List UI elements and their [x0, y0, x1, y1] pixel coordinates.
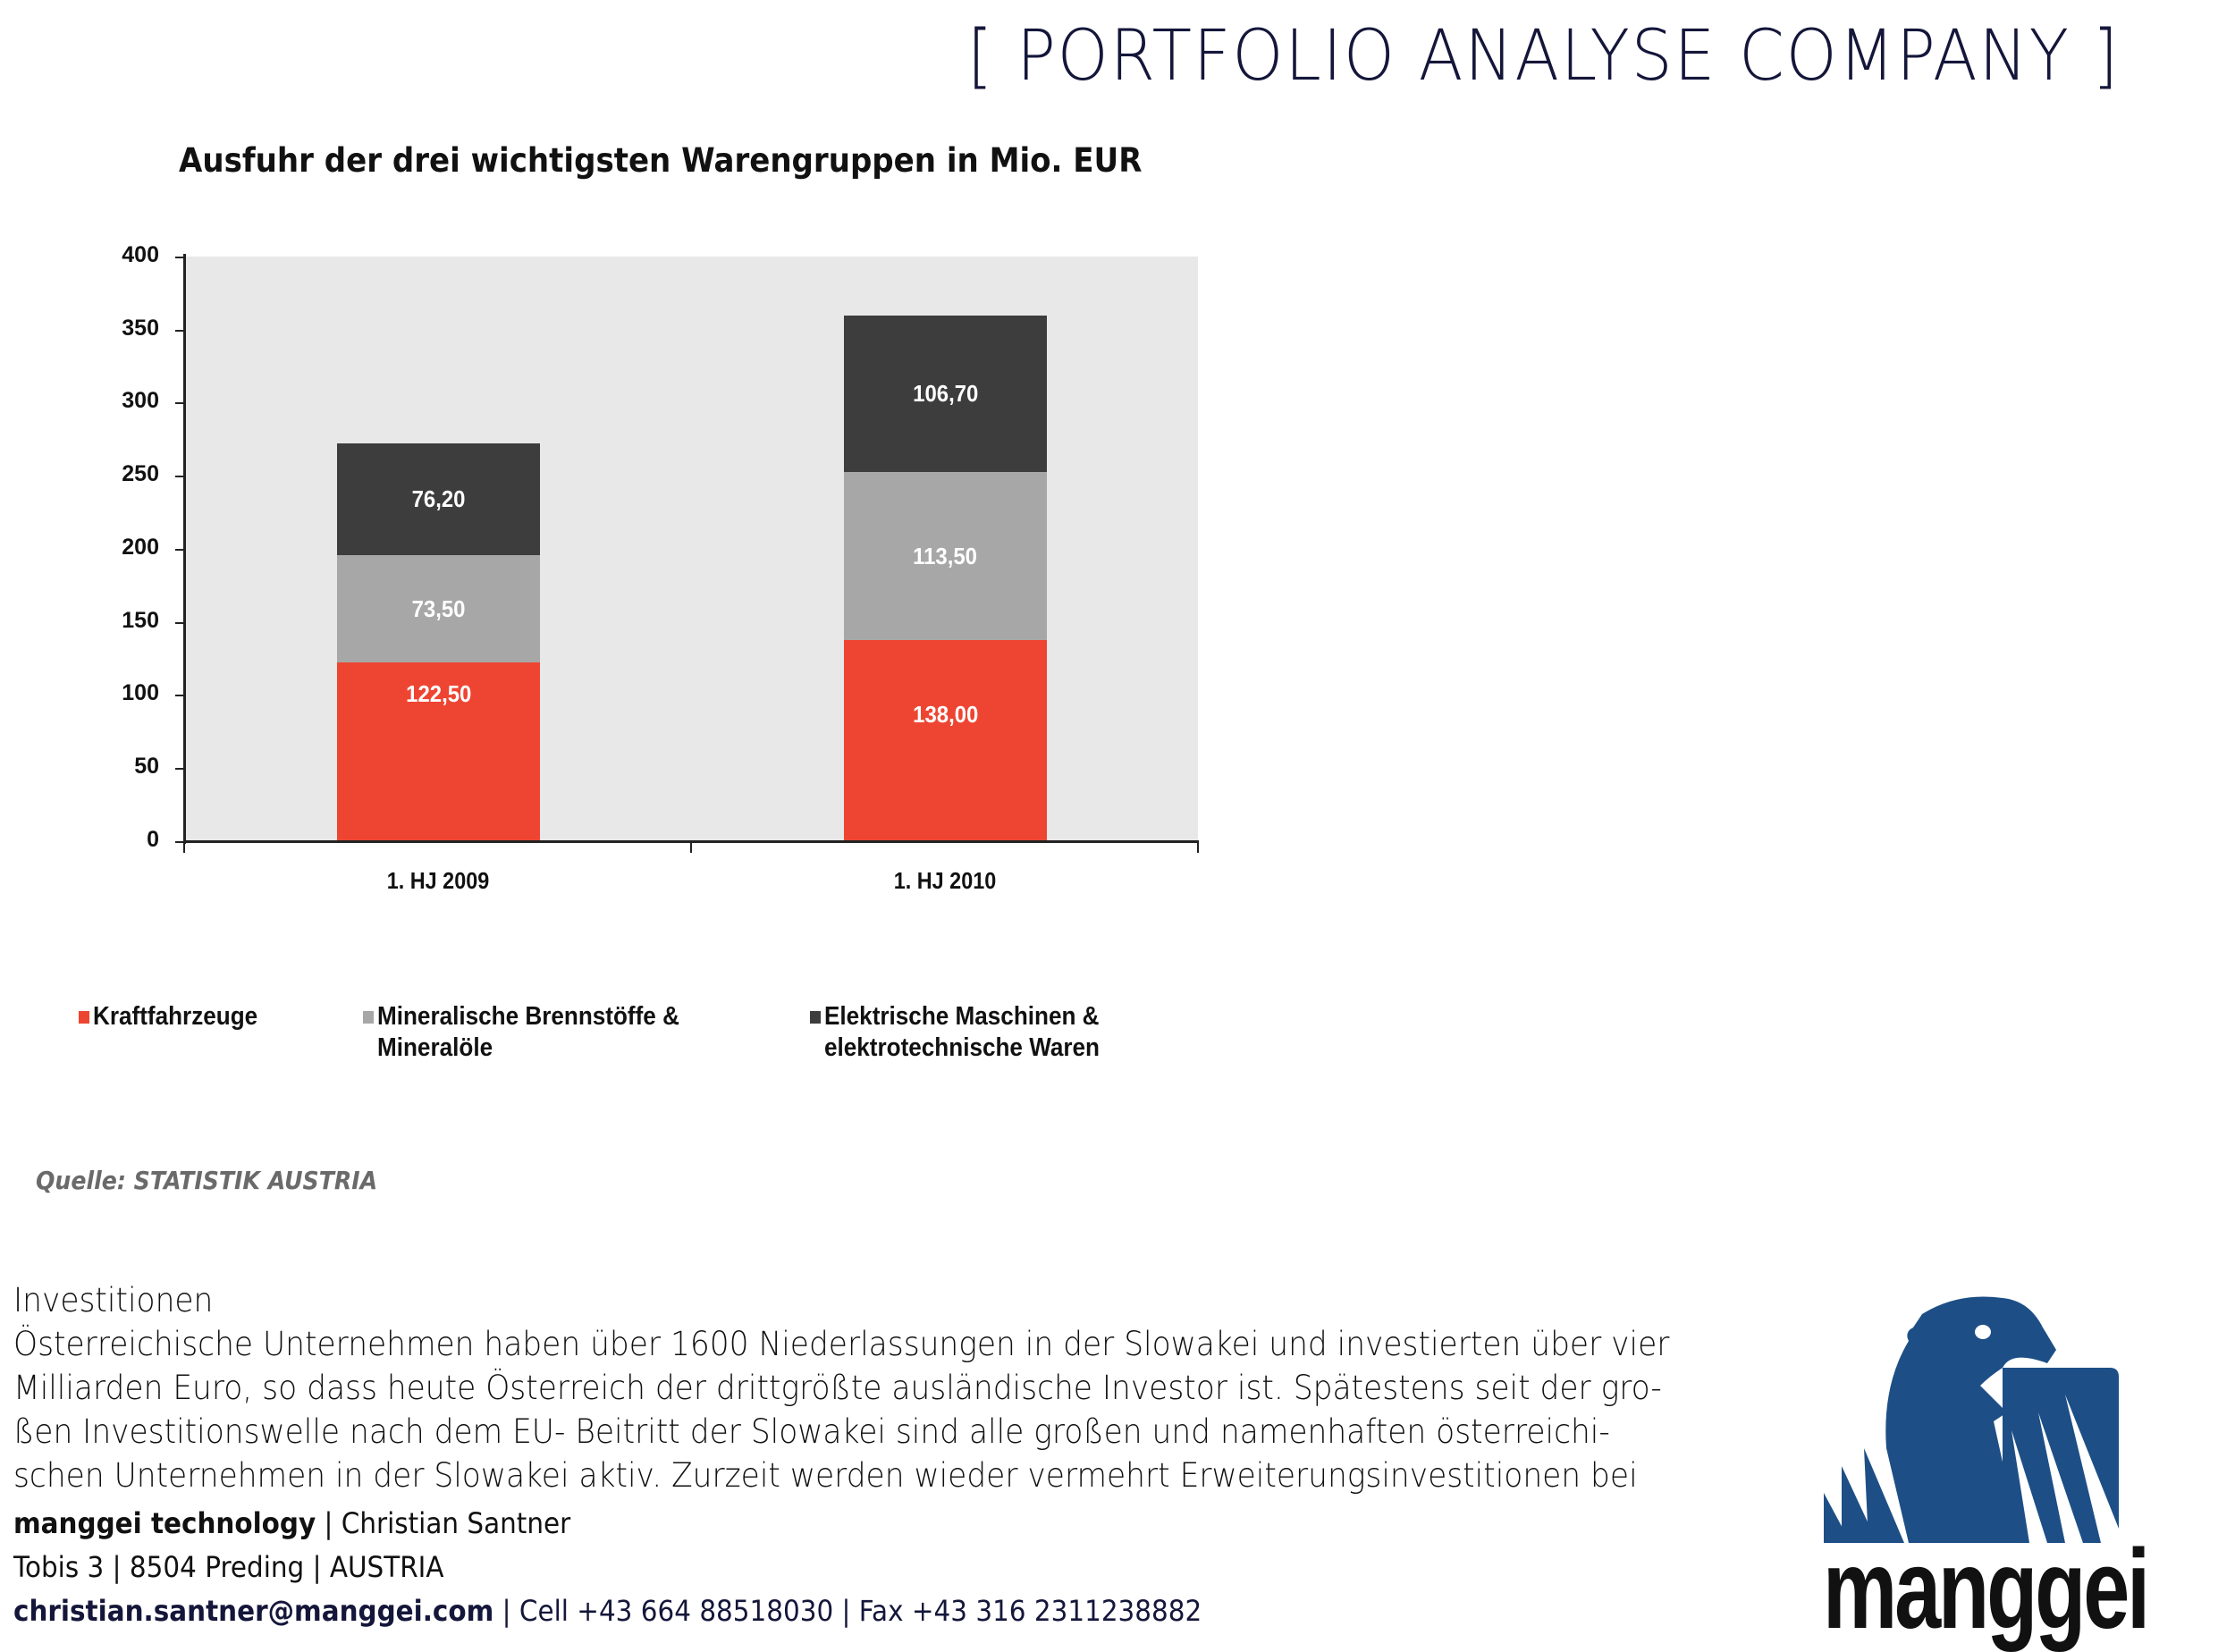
- segment-mineralische-brennstoffe: 113,50: [844, 472, 1047, 640]
- segment-elektrische-maschinen: 76,20: [337, 443, 540, 555]
- y-tick-label: 300: [122, 388, 159, 413]
- section-heading: Investitionen: [13, 1281, 214, 1319]
- y-tick-label: 250: [122, 461, 159, 486]
- paragraph-line: ßen Investitionswelle nach dem EU- Beitr…: [13, 1412, 1610, 1451]
- contact-person: Christian Santner: [341, 1506, 571, 1540]
- y-tick: [175, 330, 185, 332]
- y-tick-label: 200: [122, 535, 159, 560]
- segment-elektrische-maschinen: 106,70: [844, 316, 1047, 472]
- x-axis: [183, 840, 1199, 843]
- x-tick: [690, 842, 692, 853]
- logo-wordmark: manggei: [1823, 1526, 2150, 1652]
- y-tick: [175, 622, 185, 624]
- page-title: [ PORTFOLIO ANALYSE COMPANY ]: [967, 16, 2120, 97]
- y-tick: [175, 476, 185, 477]
- value-label: 113,50: [913, 542, 978, 569]
- segment-mineralische-brennstoffe: 73,50: [337, 555, 540, 662]
- y-tick-label: 350: [122, 316, 159, 341]
- value-label: 106,70: [912, 380, 979, 407]
- value-label: 138,00: [912, 701, 979, 728]
- y-tick: [175, 549, 185, 551]
- legend-item-elektrische-maschinen: Elektrische Maschinen & elektrotechnisch…: [810, 1001, 1130, 1064]
- y-tick: [175, 768, 185, 770]
- paragraph-line: schen Unternehmen in der Slowakei aktiv.…: [13, 1456, 1638, 1495]
- y-tick: [175, 402, 185, 404]
- phone-fax: | Cell +43 664 88518030 | Fax +43 316 23…: [493, 1594, 1202, 1628]
- bar-2009: 76,20 73,50 122,50: [337, 443, 540, 842]
- y-tick: [175, 841, 185, 843]
- legend-item-mineralische-brennstoffe: Mineralische Brennstöffe & Mineralöle: [363, 1001, 713, 1064]
- value-label: 76,20: [411, 485, 466, 512]
- legend-swatch-icon: [363, 1011, 374, 1024]
- value-label: 122,50: [405, 680, 472, 707]
- segment-kraftfahrzeuge: 122,50: [337, 662, 540, 842]
- x-tick-label: 1. HJ 2009: [386, 867, 490, 894]
- legend-item-kraftfahrzeuge: Kraftfahrzeuge: [79, 1001, 276, 1032]
- beaver-logo-icon: [1824, 1296, 2119, 1543]
- legend-swatch-icon: [79, 1011, 89, 1024]
- y-tick: [175, 257, 185, 258]
- legend-swatch-icon: [810, 1011, 821, 1024]
- legend-label: Mineralische Brennstöffe & Mineralöle: [377, 1002, 679, 1062]
- y-tick-label: 0: [147, 827, 159, 852]
- x-tick: [183, 842, 185, 853]
- separator: |: [316, 1506, 342, 1540]
- y-tick-label: 150: [122, 608, 159, 633]
- y-tick: [175, 695, 185, 696]
- y-tick-label: 400: [122, 242, 159, 267]
- segment-kraftfahrzeuge: 138,00: [844, 640, 1047, 842]
- y-axis: [183, 254, 186, 844]
- y-tick-label: 100: [122, 680, 159, 705]
- value-label: 73,50: [411, 594, 466, 622]
- address: Tobis 3 | 8504 Preding | AUSTRIA: [13, 1550, 444, 1584]
- email-link[interactable]: christian.santner@manggei.com: [13, 1594, 494, 1628]
- legend-label: Elektrische Maschinen & elektrotechnisch…: [824, 1002, 1100, 1062]
- chart-source: Quelle: STATISTIK AUSTRIA: [36, 1166, 378, 1195]
- chart-title: Ausfuhr der drei wichtigsten Warengruppe…: [179, 141, 1143, 180]
- paragraph-line: Österreichische Unternehmen haben über 1…: [13, 1325, 1670, 1363]
- y-tick-label: 50: [134, 754, 159, 779]
- body-text: Investitionen Österreichische Unternehme…: [13, 1278, 1742, 1497]
- legend-label: Kraftfahrzeuge: [93, 1002, 258, 1031]
- x-tick: [1197, 842, 1199, 853]
- paragraph-line: Milliarden Euro, so dass heute Österreic…: [13, 1369, 1662, 1407]
- footer-contact: manggei technology | Christian Santner T…: [13, 1502, 1202, 1633]
- bar-2010: 106,70 113,50 138,00: [844, 316, 1047, 842]
- company-name: manggei technology: [13, 1506, 316, 1540]
- x-tick-label: 1. HJ 2010: [893, 867, 997, 894]
